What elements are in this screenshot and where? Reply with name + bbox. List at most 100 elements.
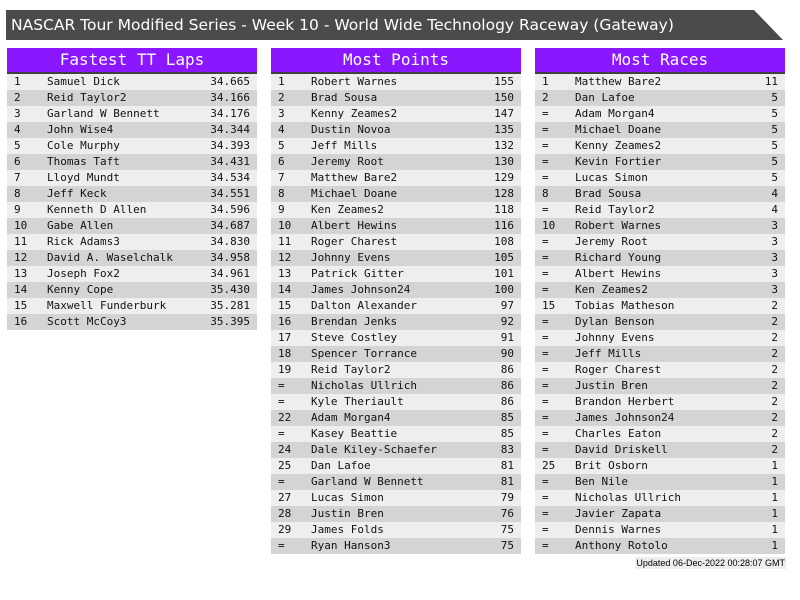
driver-name: Jeremy Root: [575, 235, 648, 248]
table-row: 14 Kenny Cope 35.430: [7, 282, 257, 298]
stat-value: 108: [494, 235, 514, 248]
stat-value: 92: [500, 315, 514, 328]
table-row: = Nicholas Ullrich 1: [535, 490, 785, 506]
panel-heading: Fastest TT Laps: [7, 48, 257, 74]
rank: 1: [542, 75, 549, 88]
driver-name: Nicholas Ullrich: [575, 491, 681, 504]
rank: 25: [278, 459, 292, 472]
table-row: 19 Reid Taylor2 86: [271, 362, 521, 378]
stat-value: 4: [771, 187, 778, 200]
rank: =: [542, 251, 549, 264]
driver-name: Lucas Simon: [575, 171, 648, 184]
table-row: = Jeremy Root 3: [535, 234, 785, 250]
table-row: 4 John Wise4 34.344: [7, 122, 257, 138]
stat-value: 3: [771, 219, 778, 232]
stat-value: 34.551: [210, 187, 250, 200]
stat-value: 34.344: [210, 123, 250, 136]
stat-value: 1: [771, 507, 778, 520]
driver-name: Jeremy Root: [311, 155, 384, 168]
stat-value: 2: [771, 379, 778, 392]
table-row: 8 Michael Doane 128: [271, 186, 521, 202]
stat-value: 2: [771, 411, 778, 424]
driver-name: Charles Eaton: [575, 427, 662, 440]
driver-name: Kyle Theriault: [311, 395, 404, 408]
table-row: = Roger Charest 2: [535, 362, 785, 378]
rank: 1: [14, 75, 21, 88]
rank: 10: [14, 219, 28, 232]
stat-value: 3: [771, 283, 778, 296]
rank: =: [278, 379, 285, 392]
rank: =: [542, 315, 549, 328]
driver-name: Patrick Gitter: [311, 267, 404, 280]
rank: =: [542, 107, 549, 120]
driver-name: James Johnson24: [575, 411, 675, 424]
stat-value: 4: [771, 203, 778, 216]
driver-name: Dan Lafoe: [311, 459, 371, 472]
table-row: = Nicholas Ullrich 86: [271, 378, 521, 394]
panel-heading: Most Points: [271, 48, 521, 74]
rank: 4: [14, 123, 21, 136]
rank: 2: [542, 91, 549, 104]
rank: =: [542, 427, 549, 440]
table-row: = Lucas Simon 5: [535, 170, 785, 186]
stat-value: 128: [494, 187, 514, 200]
driver-name: Javier Zapata: [575, 507, 662, 520]
driver-name: Ken Zeames2: [311, 203, 384, 216]
table-row: 15 Maxwell Funderburk 35.281: [7, 298, 257, 314]
table-row: 12 David A. Waselchalk 34.958: [7, 250, 257, 266]
table-row: 1 Matthew Bare2 11: [535, 74, 785, 90]
rank: =: [278, 475, 285, 488]
stat-value: 34.176: [210, 107, 250, 120]
table-row: 16 Scott McCoy3 35.395: [7, 314, 257, 330]
driver-name: Johnny Evens: [311, 251, 391, 264]
table-row: 1 Robert Warnes 155: [271, 74, 521, 90]
rank: =: [542, 363, 549, 376]
driver-name: Robert Warnes: [311, 75, 398, 88]
stat-value: 5: [771, 123, 778, 136]
rank: 15: [14, 299, 28, 312]
rank: 14: [278, 283, 292, 296]
rank: 16: [14, 315, 28, 328]
fastest-tt-laps-list: 1 Samuel Dick 34.665 2 Reid Taylor2 34.166 3 Ga…: [7, 74, 257, 330]
driver-name: James Folds: [311, 523, 384, 536]
driver-name: Dennis Warnes: [575, 523, 662, 536]
table-row: 29 James Folds 75: [271, 522, 521, 538]
table-row: = Kevin Fortier 5: [535, 154, 785, 170]
rank: 3: [278, 107, 285, 120]
rank: 8: [278, 187, 285, 200]
stat-value: 81: [500, 475, 514, 488]
driver-name: Robert Warnes: [575, 219, 662, 232]
driver-name: Kenneth D Allen: [47, 203, 147, 216]
table-row: 10 Robert Warnes 3: [535, 218, 785, 234]
driver-name: Jeff Mills: [311, 139, 378, 152]
table-row: 6 Thomas Taft 34.431: [7, 154, 257, 170]
stat-value: 1: [771, 459, 778, 472]
driver-name: Roger Charest: [311, 235, 398, 248]
stat-value: 5: [771, 171, 778, 184]
stat-value: 2: [771, 443, 778, 456]
stat-value: 35.281: [210, 299, 250, 312]
stat-value: 129: [494, 171, 514, 184]
driver-name: Dalton Alexander: [311, 299, 417, 312]
most-points-panel: Most Points 1 Robert Warnes 155 2 Brad Sousa…: [271, 48, 521, 554]
stat-value: 150: [494, 91, 514, 104]
table-row: 11 Roger Charest 108: [271, 234, 521, 250]
stat-value: 76: [500, 507, 514, 520]
driver-name: Brad Sousa: [575, 187, 642, 200]
driver-name: Kenny Zeames2: [311, 107, 398, 120]
table-row: 25 Brit Osborn 1: [535, 458, 785, 474]
rank: =: [542, 443, 549, 456]
rank: 13: [14, 267, 28, 280]
driver-name: Albert Hewins: [575, 267, 662, 280]
table-row: 11 Rick Adams3 34.830: [7, 234, 257, 250]
stat-value: 118: [494, 203, 514, 216]
table-row: 2 Brad Sousa 150: [271, 90, 521, 106]
rank: 9: [278, 203, 285, 216]
stat-value: 1: [771, 491, 778, 504]
rank: =: [542, 171, 549, 184]
table-row: = Ken Zeames2 3: [535, 282, 785, 298]
driver-name: Jeff Mills: [575, 347, 642, 360]
stat-value: 34.393: [210, 139, 250, 152]
driver-name: Michael Doane: [311, 187, 398, 200]
rank: 16: [278, 315, 292, 328]
